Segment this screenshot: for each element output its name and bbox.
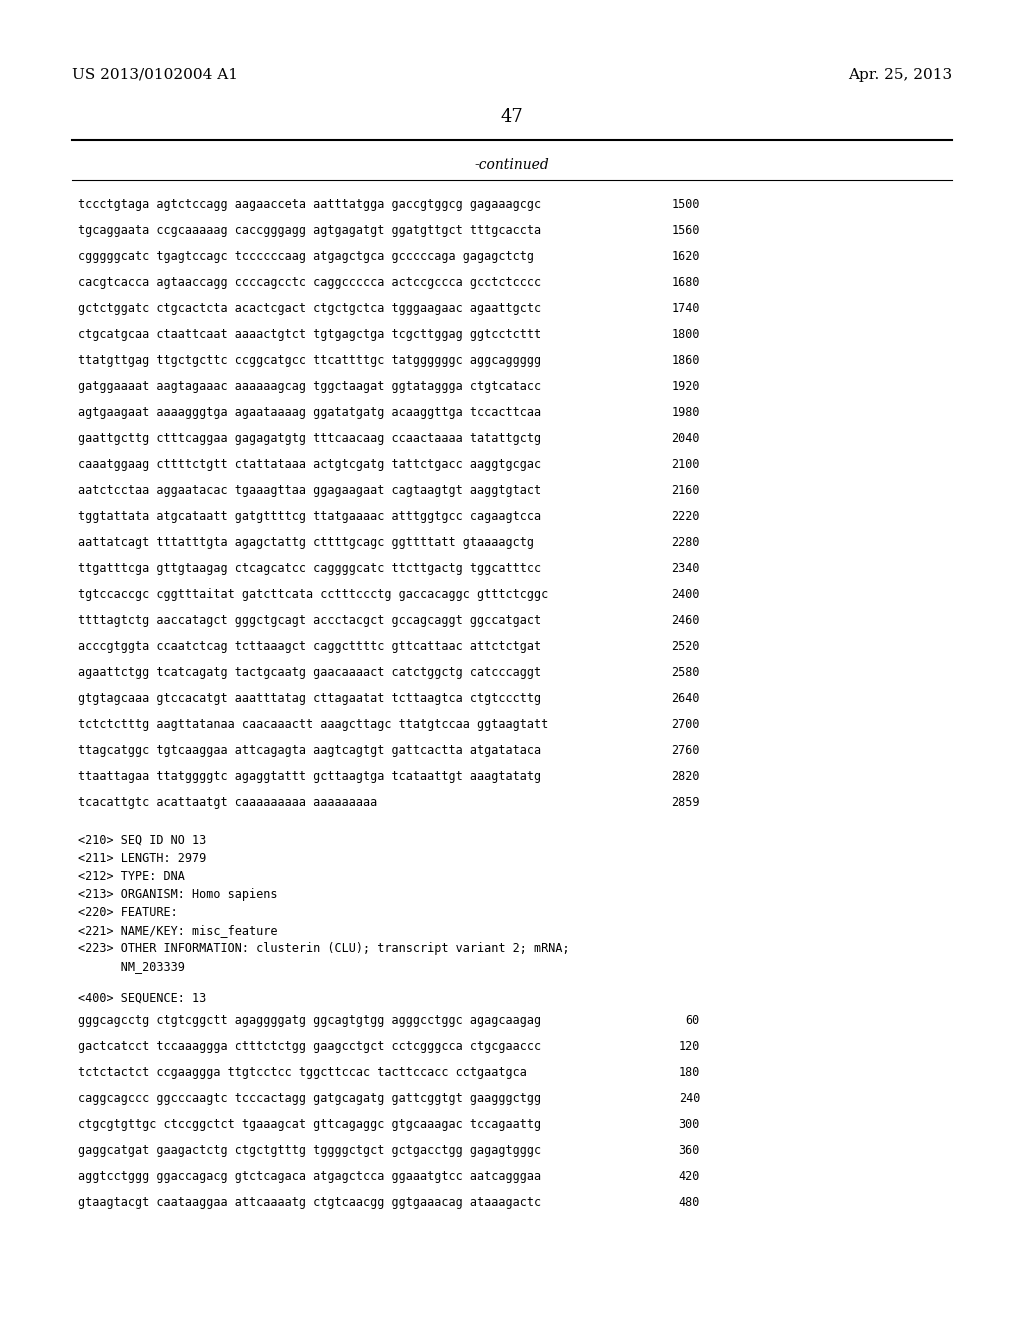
Text: aatctcctaa aggaatacac tgaaagttaa ggagaagaat cagtaagtgt aaggtgtact: aatctcctaa aggaatacac tgaaagttaa ggagaag… bbox=[78, 484, 541, 498]
Text: <400> SEQUENCE: 13: <400> SEQUENCE: 13 bbox=[78, 993, 206, 1005]
Text: ctgcatgcaa ctaattcaat aaaactgtct tgtgagctga tcgcttggag ggtcctcttt: ctgcatgcaa ctaattcaat aaaactgtct tgtgagc… bbox=[78, 327, 541, 341]
Text: cgggggcatc tgagtccagc tccccccaag atgagctgca gcccccaga gagagctctg: cgggggcatc tgagtccagc tccccccaag atgagct… bbox=[78, 249, 534, 263]
Text: US 2013/0102004 A1: US 2013/0102004 A1 bbox=[72, 69, 238, 82]
Text: tgtccaccgc cggtttaitat gatcttcata cctttccctg gaccacaggc gtttctcggc: tgtccaccgc cggtttaitat gatcttcata cctttc… bbox=[78, 587, 548, 601]
Text: ttgatttcga gttgtaagag ctcagcatcc caggggcatc ttcttgactg tggcatttcc: ttgatttcga gttgtaagag ctcagcatcc caggggc… bbox=[78, 562, 541, 576]
Text: <223> OTHER INFORMATION: clusterin (CLU); transcript variant 2; mRNA;: <223> OTHER INFORMATION: clusterin (CLU)… bbox=[78, 942, 569, 954]
Text: acccgtggta ccaatctcag tcttaaagct caggcttttc gttcattaac attctctgat: acccgtggta ccaatctcag tcttaaagct caggctt… bbox=[78, 640, 541, 653]
Text: gtaagtacgt caataaggaa attcaaaatg ctgtcaacgg ggtgaaacag ataaagactc: gtaagtacgt caataaggaa attcaaaatg ctgtcaa… bbox=[78, 1196, 541, 1209]
Text: 1920: 1920 bbox=[672, 380, 700, 393]
Text: tccctgtaga agtctccagg aagaacceta aatttatgga gaccgtggcg gagaaagcgc: tccctgtaga agtctccagg aagaacceta aatttat… bbox=[78, 198, 541, 211]
Text: aggtcctggg ggaccagacg gtctcagaca atgagctcca ggaaatgtcc aatcagggaa: aggtcctggg ggaccagacg gtctcagaca atgagct… bbox=[78, 1170, 541, 1183]
Text: tgcaggaata ccgcaaaaag caccgggagg agtgagatgt ggatgttgct tttgcaccta: tgcaggaata ccgcaaaaag caccgggagg agtgaga… bbox=[78, 224, 541, 238]
Text: ctgcgtgttgc ctccggctct tgaaagcat gttcagaggc gtgcaaagac tccagaattg: ctgcgtgttgc ctccggctct tgaaagcat gttcaga… bbox=[78, 1118, 541, 1131]
Text: 2400: 2400 bbox=[672, 587, 700, 601]
Text: caggcagccc ggcccaagtc tcccactagg gatgcagatg gattcggtgt gaagggctgg: caggcagccc ggcccaagtc tcccactagg gatgcag… bbox=[78, 1092, 541, 1105]
Text: tctctctttg aagttatanaa caacaaactt aaagcttagc ttatgtccaa ggtaagtatt: tctctctttg aagttatanaa caacaaactt aaagct… bbox=[78, 718, 548, 731]
Text: 2580: 2580 bbox=[672, 667, 700, 678]
Text: tcacattgtc acattaatgt caaaaaaaaa aaaaaaaaa: tcacattgtc acattaatgt caaaaaaaaa aaaaaaa… bbox=[78, 796, 377, 809]
Text: gctctggatc ctgcactcta acactcgact ctgctgctca tgggaagaac agaattgctc: gctctggatc ctgcactcta acactcgact ctgctgc… bbox=[78, 302, 541, 315]
Text: 1740: 1740 bbox=[672, 302, 700, 315]
Text: ttagcatggc tgtcaaggaa attcagagta aagtcagtgt gattcactta atgatataca: ttagcatggc tgtcaaggaa attcagagta aagtcag… bbox=[78, 744, 541, 756]
Text: 2040: 2040 bbox=[672, 432, 700, 445]
Text: 120: 120 bbox=[679, 1040, 700, 1053]
Text: gaattgcttg ctttcaggaa gagagatgtg tttcaacaag ccaactaaaa tatattgctg: gaattgcttg ctttcaggaa gagagatgtg tttcaac… bbox=[78, 432, 541, 445]
Text: 1800: 1800 bbox=[672, 327, 700, 341]
Text: gactcatcct tccaaaggga ctttctctgg gaagcctgct cctcgggcca ctgcgaaccc: gactcatcct tccaaaggga ctttctctgg gaagcct… bbox=[78, 1040, 541, 1053]
Text: <213> ORGANISM: Homo sapiens: <213> ORGANISM: Homo sapiens bbox=[78, 888, 278, 902]
Text: 1860: 1860 bbox=[672, 354, 700, 367]
Text: 300: 300 bbox=[679, 1118, 700, 1131]
Text: <211> LENGTH: 2979: <211> LENGTH: 2979 bbox=[78, 851, 206, 865]
Text: 2220: 2220 bbox=[672, 510, 700, 523]
Text: 2520: 2520 bbox=[672, 640, 700, 653]
Text: ttatgttgag ttgctgcttc ccggcatgcc ttcattttgc tatggggggc aggcaggggg: ttatgttgag ttgctgcttc ccggcatgcc ttcattt… bbox=[78, 354, 541, 367]
Text: agaattctgg tcatcagatg tactgcaatg gaacaaaact catctggctg catcccaggt: agaattctgg tcatcagatg tactgcaatg gaacaaa… bbox=[78, 667, 541, 678]
Text: 2820: 2820 bbox=[672, 770, 700, 783]
Text: 2100: 2100 bbox=[672, 458, 700, 471]
Text: ttttagtctg aaccatagct gggctgcagt accctacgct gccagcaggt ggccatgact: ttttagtctg aaccatagct gggctgcagt accctac… bbox=[78, 614, 541, 627]
Text: <220> FEATURE:: <220> FEATURE: bbox=[78, 906, 178, 919]
Text: tggtattata atgcataatt gatgttttcg ttatgaaaac atttggtgcc cagaagtcca: tggtattata atgcataatt gatgttttcg ttatgaa… bbox=[78, 510, 541, 523]
Text: 2760: 2760 bbox=[672, 744, 700, 756]
Text: 180: 180 bbox=[679, 1067, 700, 1078]
Text: gaggcatgat gaagactctg ctgctgtttg tggggctgct gctgacctgg gagagtgggc: gaggcatgat gaagactctg ctgctgtttg tggggct… bbox=[78, 1144, 541, 1158]
Text: 360: 360 bbox=[679, 1144, 700, 1158]
Text: 60: 60 bbox=[686, 1014, 700, 1027]
Text: 1620: 1620 bbox=[672, 249, 700, 263]
Text: 1560: 1560 bbox=[672, 224, 700, 238]
Text: gggcagcctg ctgtcggctt agaggggatg ggcagtgtgg agggcctggc agagcaagag: gggcagcctg ctgtcggctt agaggggatg ggcagtg… bbox=[78, 1014, 541, 1027]
Text: 1680: 1680 bbox=[672, 276, 700, 289]
Text: <212> TYPE: DNA: <212> TYPE: DNA bbox=[78, 870, 185, 883]
Text: Apr. 25, 2013: Apr. 25, 2013 bbox=[848, 69, 952, 82]
Text: -continued: -continued bbox=[475, 158, 549, 172]
Text: tctctactct ccgaaggga ttgtcctcc tggcttccac tacttccacc cctgaatgca: tctctactct ccgaaggga ttgtcctcc tggcttcca… bbox=[78, 1067, 527, 1078]
Text: caaatggaag cttttctgtt ctattataaa actgtcgatg tattctgacc aaggtgcgac: caaatggaag cttttctgtt ctattataaa actgtcg… bbox=[78, 458, 541, 471]
Text: 2640: 2640 bbox=[672, 692, 700, 705]
Text: NM_203339: NM_203339 bbox=[78, 960, 185, 973]
Text: 2280: 2280 bbox=[672, 536, 700, 549]
Text: cacgtcacca agtaaccagg ccccagcctc caggccccca actccgccca gcctctcccc: cacgtcacca agtaaccagg ccccagcctc caggccc… bbox=[78, 276, 541, 289]
Text: 420: 420 bbox=[679, 1170, 700, 1183]
Text: <210> SEQ ID NO 13: <210> SEQ ID NO 13 bbox=[78, 834, 206, 847]
Text: 2859: 2859 bbox=[672, 796, 700, 809]
Text: agtgaagaat aaaagggtga agaataaaag ggatatgatg acaaggttga tccacttcaa: agtgaagaat aaaagggtga agaataaaag ggatatg… bbox=[78, 407, 541, 418]
Text: ttaattagaa ttatggggtc agaggtattt gcttaagtga tcataattgt aaagtatatg: ttaattagaa ttatggggtc agaggtattt gcttaag… bbox=[78, 770, 541, 783]
Text: 2460: 2460 bbox=[672, 614, 700, 627]
Text: 47: 47 bbox=[501, 108, 523, 125]
Text: 240: 240 bbox=[679, 1092, 700, 1105]
Text: 1980: 1980 bbox=[672, 407, 700, 418]
Text: 2340: 2340 bbox=[672, 562, 700, 576]
Text: 480: 480 bbox=[679, 1196, 700, 1209]
Text: <221> NAME/KEY: misc_feature: <221> NAME/KEY: misc_feature bbox=[78, 924, 278, 937]
Text: 2160: 2160 bbox=[672, 484, 700, 498]
Text: 1500: 1500 bbox=[672, 198, 700, 211]
Text: gatggaaaat aagtagaaac aaaaaagcag tggctaagat ggtataggga ctgtcatacc: gatggaaaat aagtagaaac aaaaaagcag tggctaa… bbox=[78, 380, 541, 393]
Text: aattatcagt tttatttgta agagctattg cttttgcagc ggttttatt gtaaaagctg: aattatcagt tttatttgta agagctattg cttttgc… bbox=[78, 536, 534, 549]
Text: 2700: 2700 bbox=[672, 718, 700, 731]
Text: gtgtagcaaa gtccacatgt aaatttatag cttagaatat tcttaagtca ctgtcccttg: gtgtagcaaa gtccacatgt aaatttatag cttagaa… bbox=[78, 692, 541, 705]
